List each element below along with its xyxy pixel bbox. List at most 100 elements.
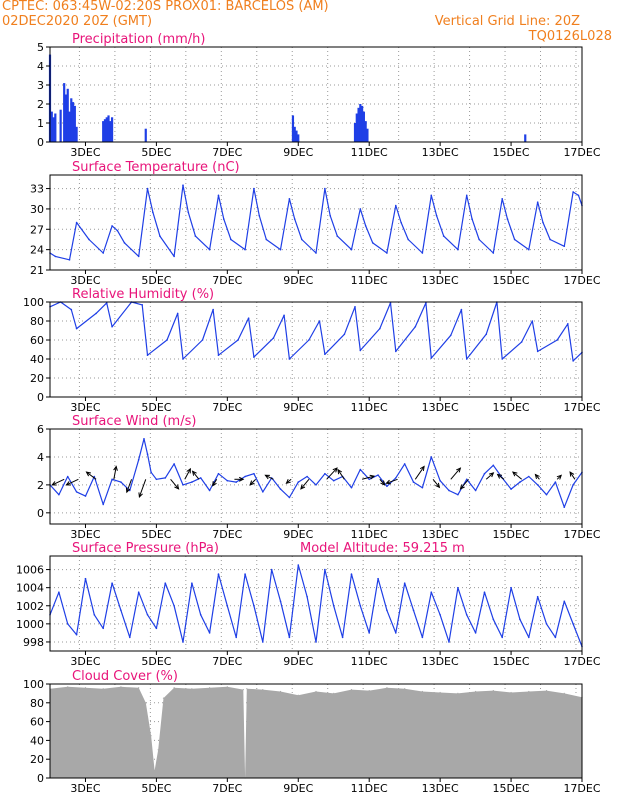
wind-vector-shaft xyxy=(379,478,386,486)
cloud-cover-point xyxy=(102,688,104,690)
x-tick-label: 5DEC xyxy=(141,528,171,541)
wind-vector-head xyxy=(212,481,217,487)
cloud-cover-point xyxy=(145,702,147,704)
x-tick-label: 5DEC xyxy=(141,401,171,414)
y-tick-label: 0 xyxy=(37,391,44,404)
series-point xyxy=(301,238,303,241)
header-date-line: 02DEC2020 20Z (GMT) xyxy=(2,14,153,29)
series-point xyxy=(364,225,367,227)
wind-vector-head xyxy=(419,465,425,471)
series-point xyxy=(93,614,96,616)
series-point xyxy=(201,339,204,341)
x-tick-label: 15DEC xyxy=(493,274,530,287)
wind-vector xyxy=(337,468,345,480)
wind-vector xyxy=(234,476,245,482)
series-point xyxy=(465,478,468,481)
series-point xyxy=(102,503,104,506)
wind-vector-shaft xyxy=(432,478,440,488)
x-tick-label: 17DEC xyxy=(563,274,600,287)
x-tick-label: 7DEC xyxy=(212,528,242,541)
series-point xyxy=(549,238,551,241)
precip-bar xyxy=(73,105,76,142)
wind-vector-head xyxy=(332,467,338,473)
series-point xyxy=(173,463,175,465)
series-point xyxy=(84,577,87,580)
series-point xyxy=(379,327,381,330)
wind-vector-head xyxy=(488,472,495,478)
series-point xyxy=(531,320,534,322)
series-point xyxy=(483,472,486,475)
wind-vector-shaft xyxy=(300,478,310,490)
y-tick-label: 2 xyxy=(37,98,44,111)
x-tick-label: 15DEC xyxy=(493,146,530,159)
series-point xyxy=(164,477,167,479)
wind-vector-head xyxy=(300,484,306,490)
series-point xyxy=(403,582,406,584)
wind-vector-shaft xyxy=(184,468,191,480)
series-point xyxy=(542,221,544,224)
series-point xyxy=(492,618,495,621)
series-point xyxy=(528,636,530,639)
series-point xyxy=(93,475,96,478)
x-tick-label: 11DEC xyxy=(351,401,388,414)
precip-bar xyxy=(59,109,62,142)
wind-vector-shaft xyxy=(512,471,523,480)
series-point xyxy=(283,314,285,317)
series-point xyxy=(318,320,321,322)
series-point xyxy=(368,632,371,634)
wind-vector-head xyxy=(85,471,92,477)
series-point xyxy=(421,486,424,489)
series-point xyxy=(403,463,406,465)
precip-bar xyxy=(66,88,69,142)
panel-3: Surface Wind (m/s) 0 2 4 6 3DEC 5DEC 7DEC 9DEC 11… xyxy=(37,414,601,541)
wind-vector-head xyxy=(369,474,376,480)
series-point xyxy=(315,252,317,254)
series-point xyxy=(519,481,521,483)
series-point xyxy=(563,506,566,509)
wind-vector xyxy=(485,472,495,480)
series-point xyxy=(528,248,530,251)
wind-vector xyxy=(385,478,398,485)
series-point xyxy=(449,334,452,337)
series-point xyxy=(150,471,152,474)
series-point xyxy=(442,235,445,237)
cloud-cover-point xyxy=(404,688,406,690)
precip-bar xyxy=(110,117,114,142)
precip-bar xyxy=(71,102,75,142)
wind-vector-shaft xyxy=(51,478,65,486)
panel-frame xyxy=(49,174,583,271)
series-point xyxy=(400,221,402,224)
cloud-cover-point xyxy=(297,694,299,696)
x-tick-label: 13DEC xyxy=(422,528,459,541)
series-point xyxy=(279,488,282,490)
series-point xyxy=(485,333,488,336)
series-point xyxy=(191,582,193,584)
series-point xyxy=(492,464,495,467)
series-point xyxy=(159,235,161,237)
series-point xyxy=(68,259,71,261)
wind-vector xyxy=(264,474,274,480)
cloud-cover-point xyxy=(120,686,122,688)
cloud-cover-point xyxy=(368,689,370,692)
precip-bar xyxy=(353,123,357,142)
wind-vector xyxy=(125,479,133,494)
y-tick-label: 24 xyxy=(30,244,44,257)
wind-vector-head xyxy=(174,484,180,490)
series-point xyxy=(88,238,90,241)
wind-vector xyxy=(512,471,523,480)
series-point xyxy=(288,358,291,360)
wind-vector-shaft xyxy=(569,471,576,480)
wind-vector xyxy=(496,473,505,480)
series-point xyxy=(448,489,450,492)
x-tick-label: 5DEC xyxy=(141,655,171,668)
cloud-cover-point xyxy=(315,690,317,693)
series-point xyxy=(465,194,468,197)
precip-bar xyxy=(105,117,108,142)
y-tick-label: 27 xyxy=(30,223,44,236)
precip-bar xyxy=(109,121,112,142)
x-tick-label: 9DEC xyxy=(283,274,313,287)
series-point xyxy=(279,248,282,251)
series-point xyxy=(343,333,346,336)
series-point xyxy=(377,474,379,476)
panel-1: Surface Temperature (nC) 21 24 27 30 33 3DEC 5D… xyxy=(30,160,601,287)
